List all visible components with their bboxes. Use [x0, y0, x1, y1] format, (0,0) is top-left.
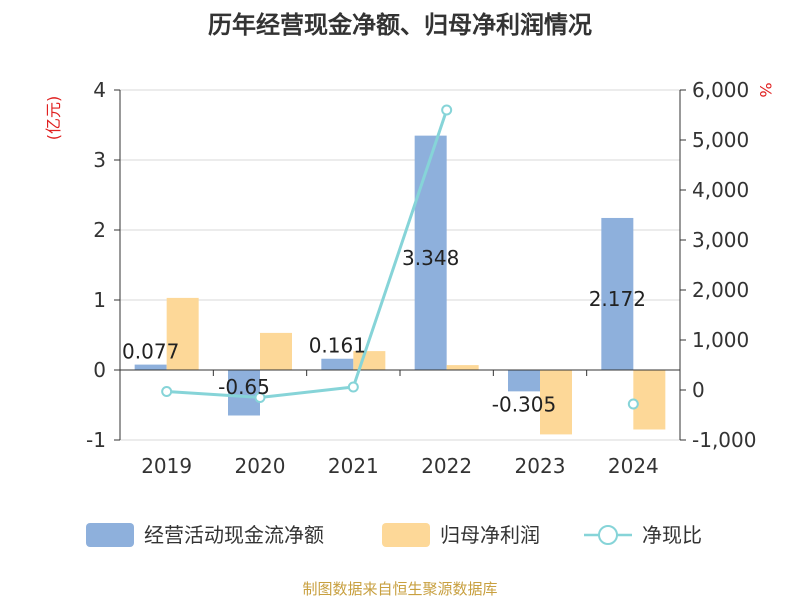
bar-netprofit: [633, 370, 666, 430]
data-label-cashflow: 0.161: [309, 334, 366, 358]
left-tick-label: 0: [93, 358, 106, 382]
ratio-line: [161, 104, 639, 410]
right-tick-label: 6,000: [692, 78, 749, 102]
gridlines: [120, 89, 680, 441]
category-label: 2021: [328, 454, 379, 478]
ratio-line-path: [166, 109, 449, 400]
data-labels: 0.077 -0.65 0.161 3.348 -0.305 2.172: [122, 246, 646, 417]
category-label: 2022: [421, 454, 472, 478]
legend-swatch-netprofit: [382, 523, 430, 547]
legend-label-cashflow: 经营活动现金流净额: [144, 523, 324, 547]
ratio-point: [347, 381, 359, 393]
ratio-point: [254, 392, 266, 403]
data-label-cashflow: 2.172: [589, 287, 646, 311]
right-tick-label: 5,000: [692, 128, 749, 152]
data-label-cashflow: 3.348: [402, 246, 459, 270]
left-axis-unit: (亿元): [44, 96, 63, 141]
legend-marker-ratio: [598, 525, 618, 545]
left-tick-label: 4: [93, 78, 106, 102]
right-tick-label: 3,000: [692, 228, 749, 252]
right-tick-label: 2,000: [692, 278, 749, 302]
bar-netprofit: [166, 297, 199, 370]
right-tick-label: -1,000: [692, 428, 756, 452]
right-axis-unit: %: [756, 82, 775, 97]
left-tick-label: 1: [93, 288, 106, 312]
left-tick-label: -1: [86, 428, 106, 452]
bar-netprofit: [260, 332, 292, 370]
bar-netprofit: [446, 365, 479, 370]
legend-label-netprofit: 归母净利润: [440, 523, 540, 547]
category-label: 2023: [515, 454, 566, 478]
legend-swatch-cashflow: [86, 523, 134, 547]
bar-cashflow: [414, 135, 447, 370]
bar-cashflow: [228, 370, 260, 416]
bar-cashflow: [508, 370, 540, 392]
right-tick-label: 1,000: [692, 328, 749, 352]
ratio-point: [441, 104, 453, 116]
category-label: 2020: [235, 454, 286, 478]
data-label-cashflow: -0.305: [492, 392, 556, 416]
ratio-point: [627, 398, 639, 410]
right-tick-label: 4,000: [692, 178, 749, 202]
legend: 经营活动现金流净额 归母净利润 净现比: [86, 523, 702, 547]
data-label-cashflow: -0.65: [218, 375, 270, 399]
category-label: 2019: [141, 454, 192, 478]
category-label: 2024: [608, 454, 659, 478]
bar-netprofit: [540, 370, 572, 435]
left-tick-label: 2: [93, 218, 106, 242]
bar-cashflow: [601, 217, 634, 370]
left-tick-label: 3: [93, 148, 106, 172]
bar-cashflow: [134, 364, 167, 370]
bars: [134, 135, 666, 435]
data-label-cashflow: 0.077: [122, 340, 179, 364]
bar-cashflow: [321, 358, 354, 370]
right-tick-label: 0: [692, 378, 705, 402]
legend-label-ratio: 净现比: [642, 523, 702, 547]
source-note: 制图数据来自恒生聚源数据库: [302, 580, 497, 598]
ratio-point: [161, 386, 173, 397]
chart-title: 历年经营现金净额、归母净利润情况: [208, 11, 592, 39]
axes: 4 3 2 1 0 -1 6,000 5,000 4,000 3,000 2,000 1,000 0 -1…: [86, 78, 756, 478]
